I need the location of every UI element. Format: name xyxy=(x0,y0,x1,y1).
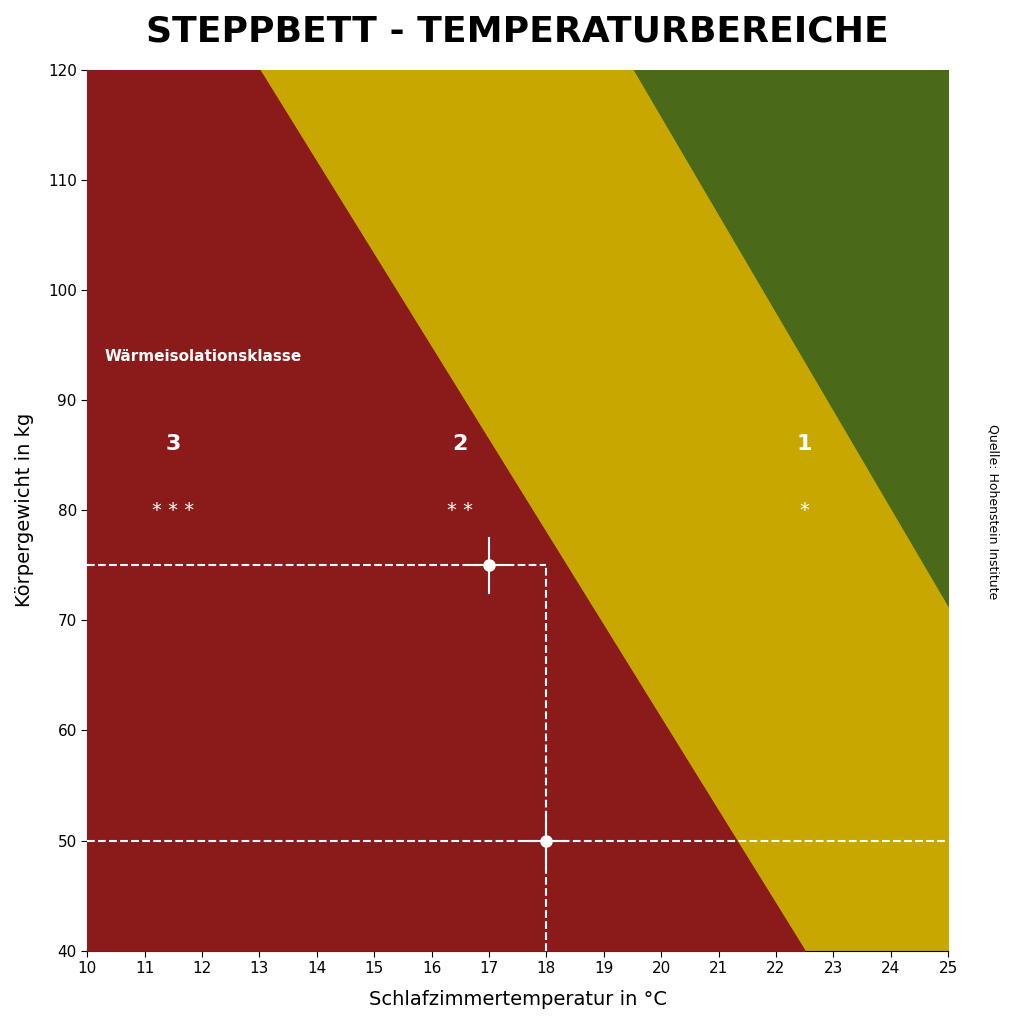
Title: STEPPBETT - TEMPERATURBEREICHE: STEPPBETT - TEMPERATURBEREICHE xyxy=(146,15,889,49)
Y-axis label: Körpergewicht in kg: Körpergewicht in kg xyxy=(15,413,34,607)
Text: * * *: * * * xyxy=(153,501,195,520)
Text: 2: 2 xyxy=(453,434,468,455)
Text: Wärmeisolationsklasse: Wärmeisolationsklasse xyxy=(104,348,302,364)
X-axis label: Schlafzimmertemperatur in °C: Schlafzimmertemperatur in °C xyxy=(369,990,667,1009)
Text: *: * xyxy=(800,501,810,520)
Text: * *: * * xyxy=(447,501,473,520)
Text: 1: 1 xyxy=(797,434,812,455)
Text: Quelle: Hohenstein Institute: Quelle: Hohenstein Institute xyxy=(987,424,999,600)
Text: 3: 3 xyxy=(166,434,181,455)
